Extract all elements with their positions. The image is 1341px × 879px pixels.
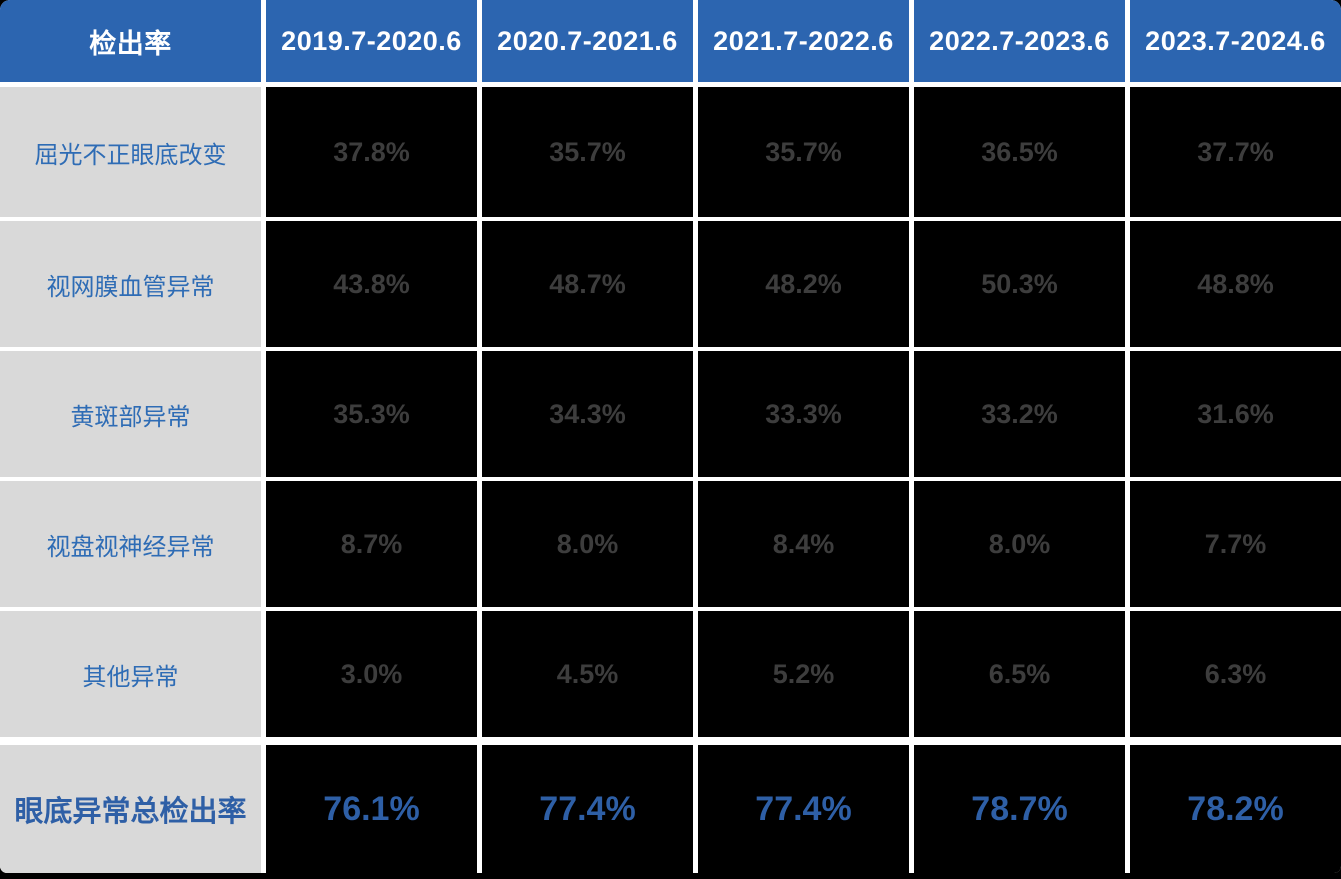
column-header-period-4: 2022.7-2023.6 <box>914 0 1125 82</box>
row-label-refractive-fundus-change: 屈光不正眼底改变 <box>0 87 261 217</box>
value-cell: 8.4% <box>698 481 909 607</box>
column-header-period-5: 2023.7-2024.6 <box>1130 0 1341 82</box>
value-cell: 3.0% <box>266 611 477 737</box>
value-cell: 50.3% <box>914 221 1125 347</box>
total-value-cell: 78.7% <box>914 745 1125 873</box>
column-header-period-2: 2020.7-2021.6 <box>482 0 693 82</box>
value-cell: 36.5% <box>914 87 1125 217</box>
total-value-cell: 76.1% <box>266 745 477 873</box>
table-total-row: 眼底异常总检出率 76.1% 77.4% 77.4% 78.7% 78.2% <box>0 745 1341 873</box>
value-cell: 33.3% <box>698 351 909 477</box>
table-row: 其他异常 3.0% 4.5% 5.2% 6.5% 6.3% <box>0 611 1341 737</box>
value-cell: 48.8% <box>1130 221 1341 347</box>
value-cell: 6.5% <box>914 611 1125 737</box>
row-label-optic-disc-nerve-abnormality: 视盘视神经异常 <box>0 481 261 607</box>
value-cell: 37.7% <box>1130 87 1341 217</box>
value-cell: 8.0% <box>914 481 1125 607</box>
total-row-label: 眼底异常总检出率 <box>0 745 261 873</box>
total-value-cell: 78.2% <box>1130 745 1341 873</box>
value-cell: 43.8% <box>266 221 477 347</box>
column-header-label: 2021.7-2022.6 <box>713 25 894 56</box>
value-cell: 33.2% <box>914 351 1125 477</box>
value-cell: 8.0% <box>482 481 693 607</box>
value-cell: 35.3% <box>266 351 477 477</box>
value-cell: 31.6% <box>1130 351 1341 477</box>
table-header-row: 检出率 2019.7-2020.6 2020.7-2021.6 2021.7-2… <box>0 0 1341 82</box>
table-row: 视盘视神经异常 8.7% 8.0% 8.4% 8.0% 7.7% <box>0 481 1341 607</box>
value-cell: 48.2% <box>698 221 909 347</box>
value-cell: 4.5% <box>482 611 693 737</box>
table-row: 屈光不正眼底改变 37.8% 35.7% 35.7% 36.5% 37.7% <box>0 87 1341 217</box>
value-cell: 35.7% <box>482 87 693 217</box>
column-header-label: 2023.7-2024.6 <box>1145 25 1326 56</box>
value-cell: 7.7% <box>1130 481 1341 607</box>
value-cell: 35.7% <box>698 87 909 217</box>
table-row: 黄斑部异常 35.3% 34.3% 33.3% 33.2% 31.6% <box>0 351 1341 477</box>
row-label-other-abnormality: 其他异常 <box>0 611 261 737</box>
column-header-label: 2022.7-2023.6 <box>929 25 1110 56</box>
table-row: 视网膜血管异常 43.8% 48.7% 48.2% 50.3% 48.8% <box>0 221 1341 347</box>
column-header-label: 2020.7-2021.6 <box>497 25 678 56</box>
total-value-cell: 77.4% <box>698 745 909 873</box>
column-header-label: 2019.7-2020.6 <box>281 25 462 56</box>
column-header-period-3: 2021.7-2022.6 <box>698 0 909 82</box>
corner-header-label: 检出率 <box>89 28 172 59</box>
value-cell: 5.2% <box>698 611 909 737</box>
row-label-macular-abnormality: 黄斑部异常 <box>0 351 261 477</box>
value-cell: 34.3% <box>482 351 693 477</box>
column-header-period-1: 2019.7-2020.6 <box>266 0 477 82</box>
value-cell: 48.7% <box>482 221 693 347</box>
row-label-retinal-vascular-abnormality: 视网膜血管异常 <box>0 221 261 347</box>
value-cell: 37.8% <box>266 87 477 217</box>
total-value-cell: 77.4% <box>482 745 693 873</box>
corner-header-cell: 检出率 <box>0 0 261 82</box>
value-cell: 6.3% <box>1130 611 1341 737</box>
value-cell: 8.7% <box>266 481 477 607</box>
